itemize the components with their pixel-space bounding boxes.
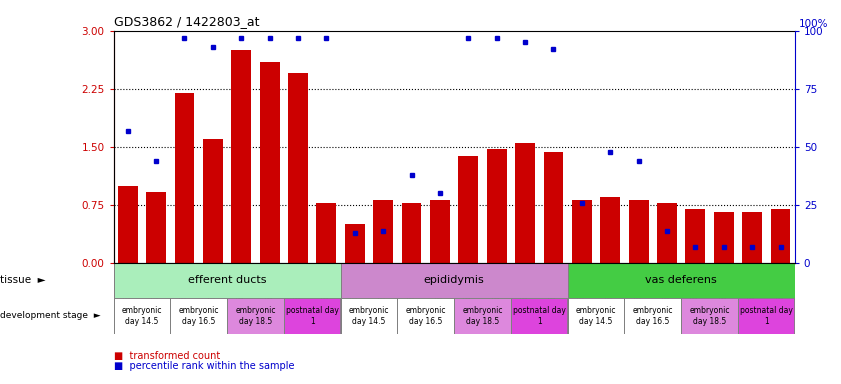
Bar <box>458 156 479 263</box>
Bar <box>345 224 365 263</box>
Text: embryonic
day 16.5: embryonic day 16.5 <box>178 306 219 326</box>
Bar <box>341 263 568 298</box>
Bar <box>146 192 166 263</box>
Bar <box>283 298 341 334</box>
Bar <box>572 200 592 263</box>
Bar <box>516 143 535 263</box>
Text: embryonic
day 18.5: embryonic day 18.5 <box>235 306 276 326</box>
Bar <box>175 93 194 263</box>
Bar <box>685 209 706 263</box>
Bar <box>430 200 450 263</box>
Bar <box>227 298 283 334</box>
Bar <box>402 203 421 263</box>
Bar <box>454 298 510 334</box>
Text: embryonic
day 14.5: embryonic day 14.5 <box>122 306 162 326</box>
Text: GDS3862 / 1422803_at: GDS3862 / 1422803_at <box>114 15 259 28</box>
Bar <box>770 209 791 263</box>
Text: efferent ducts: efferent ducts <box>188 275 267 285</box>
Bar <box>487 149 506 263</box>
Text: tissue  ►: tissue ► <box>0 275 45 285</box>
Bar <box>373 200 393 263</box>
Bar <box>681 298 738 334</box>
Bar <box>118 185 138 263</box>
Bar <box>114 263 341 298</box>
Bar <box>543 152 563 263</box>
Bar <box>510 298 568 334</box>
Text: embryonic
day 16.5: embryonic day 16.5 <box>405 306 446 326</box>
Text: 100%: 100% <box>799 19 828 29</box>
Text: postnatal day
1: postnatal day 1 <box>513 306 566 326</box>
Bar <box>624 298 681 334</box>
Bar <box>568 263 795 298</box>
Bar <box>288 73 308 263</box>
Bar <box>629 200 648 263</box>
Bar <box>714 212 733 263</box>
Text: embryonic
day 18.5: embryonic day 18.5 <box>463 306 503 326</box>
Bar <box>600 197 620 263</box>
Bar <box>231 50 251 263</box>
Bar <box>114 298 170 334</box>
Text: embryonic
day 16.5: embryonic day 16.5 <box>632 306 673 326</box>
Bar <box>568 298 624 334</box>
Text: epididymis: epididymis <box>424 275 484 285</box>
Text: postnatal day
1: postnatal day 1 <box>740 306 793 326</box>
Text: embryonic
day 14.5: embryonic day 14.5 <box>576 306 616 326</box>
Text: ■  percentile rank within the sample: ■ percentile rank within the sample <box>114 361 294 371</box>
Text: ■  transformed count: ■ transformed count <box>114 351 220 361</box>
Bar <box>260 62 279 263</box>
Bar <box>657 203 677 263</box>
Text: vas deferens: vas deferens <box>645 275 717 285</box>
Bar <box>203 139 223 263</box>
Text: embryonic
day 14.5: embryonic day 14.5 <box>349 306 389 326</box>
Text: development stage  ►: development stage ► <box>0 311 101 320</box>
Text: postnatal day
1: postnatal day 1 <box>286 306 339 326</box>
Bar <box>738 298 795 334</box>
Text: embryonic
day 18.5: embryonic day 18.5 <box>690 306 730 326</box>
Bar <box>316 203 336 263</box>
Bar <box>397 298 454 334</box>
Bar <box>170 298 227 334</box>
Bar <box>743 212 762 263</box>
Bar <box>341 298 397 334</box>
